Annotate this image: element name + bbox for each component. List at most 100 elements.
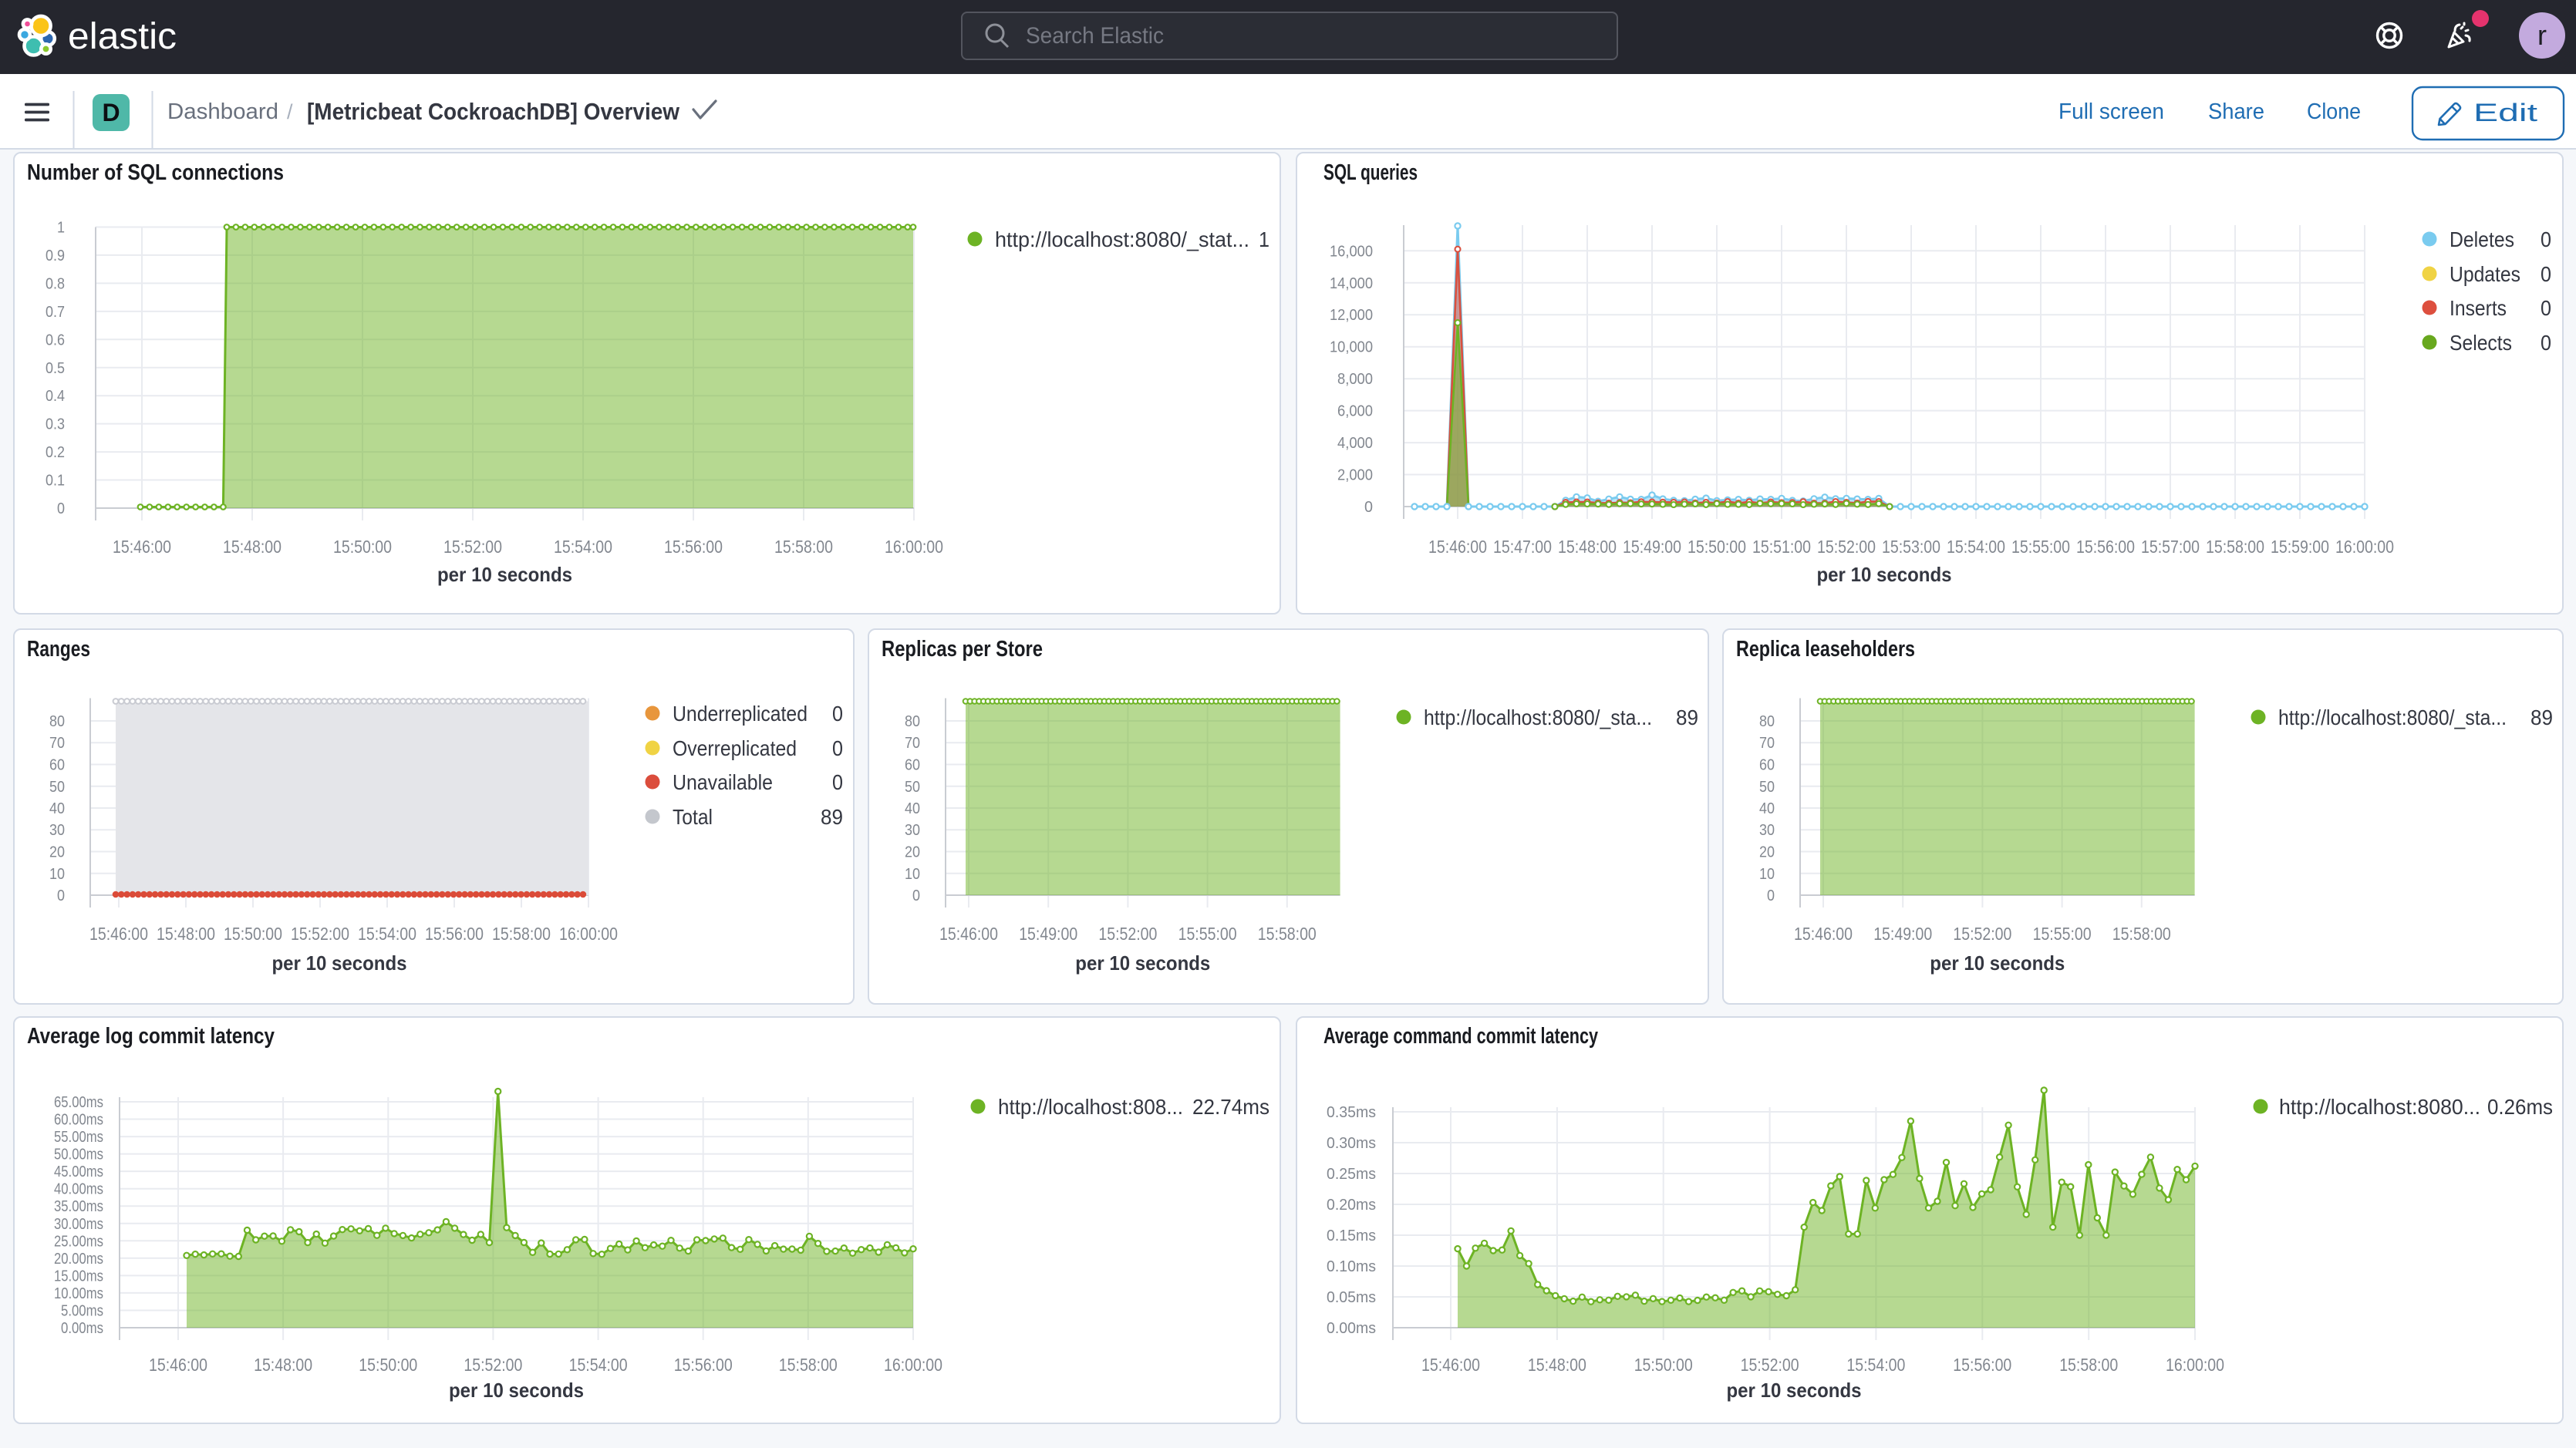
svg-text:0.20ms: 0.20ms	[1327, 1197, 1376, 1214]
svg-text:20: 20	[49, 844, 65, 861]
svg-text:15:49:00: 15:49:00	[1873, 924, 1932, 944]
svg-text:15:56:00: 15:56:00	[2076, 537, 2135, 557]
svg-text:Underreplicated: Underreplicated	[673, 702, 808, 726]
svg-text:60.00ms: 60.00ms	[54, 1112, 103, 1129]
svg-text:Search Elastic: Search Elastic	[1026, 23, 1164, 49]
svg-text:15:52:00: 15:52:00	[464, 1355, 522, 1375]
svg-text:0: 0	[2541, 296, 2551, 320]
svg-text:30: 30	[1759, 822, 1775, 839]
svg-text:15:58:00: 15:58:00	[779, 1355, 838, 1375]
svg-text:Clone: Clone	[2307, 99, 2361, 124]
svg-text:15:52:00: 15:52:00	[291, 924, 349, 944]
svg-text:per 10 seconds: per 10 seconds	[449, 1379, 584, 1402]
svg-text:15:52:00: 15:52:00	[1098, 924, 1157, 944]
svg-text:15:56:00: 15:56:00	[1953, 1355, 2011, 1375]
svg-text:Ranges: Ranges	[27, 637, 90, 662]
svg-text:40.00ms: 40.00ms	[54, 1181, 103, 1198]
svg-text:Share: Share	[2208, 99, 2264, 124]
svg-text:0.35ms: 0.35ms	[1327, 1104, 1376, 1121]
svg-text:0: 0	[832, 702, 843, 726]
svg-text:0: 0	[912, 887, 920, 904]
svg-text:Inserts: Inserts	[2450, 296, 2507, 320]
svg-text:30.00ms: 30.00ms	[54, 1216, 103, 1233]
svg-text:15:48:00: 15:48:00	[1528, 1355, 1586, 1375]
svg-text:8,000: 8,000	[1337, 371, 1373, 388]
svg-text:15:53:00: 15:53:00	[1882, 537, 1940, 557]
svg-text:10,000: 10,000	[1330, 339, 1373, 356]
svg-text:6,000: 6,000	[1337, 403, 1373, 420]
svg-text:per 10 seconds: per 10 seconds	[437, 563, 572, 586]
svg-text:15:48:00: 15:48:00	[1558, 537, 1617, 557]
svg-text:per 10 seconds: per 10 seconds	[272, 951, 407, 975]
svg-text:35.00ms: 35.00ms	[54, 1198, 103, 1215]
svg-text:80: 80	[1759, 713, 1775, 730]
svg-text:50: 50	[1759, 779, 1775, 796]
svg-text:0: 0	[2541, 262, 2551, 286]
svg-text:http://localhost:8080/_stat...: http://localhost:8080/_stat...	[995, 227, 1249, 251]
svg-text:/: /	[287, 100, 293, 123]
svg-text:40: 40	[905, 800, 920, 817]
svg-text:15:47:00: 15:47:00	[1493, 537, 1552, 557]
svg-text:40: 40	[49, 800, 65, 817]
svg-text:0.4: 0.4	[46, 388, 65, 405]
svg-text:70: 70	[905, 735, 920, 752]
svg-text:70: 70	[49, 735, 65, 752]
svg-text:15:46:00: 15:46:00	[149, 1355, 207, 1375]
svg-text:Selects: Selects	[2450, 331, 2512, 355]
svg-text:15:46:00: 15:46:00	[1794, 924, 1853, 944]
svg-text:15:54:00: 15:54:00	[554, 537, 612, 557]
svg-text:15:49:00: 15:49:00	[1623, 537, 1681, 557]
svg-text:16,000: 16,000	[1330, 243, 1373, 260]
svg-text:15:54:00: 15:54:00	[569, 1355, 628, 1375]
svg-text:15:57:00: 15:57:00	[2141, 537, 2200, 557]
svg-text:0.10ms: 0.10ms	[1327, 1258, 1376, 1275]
svg-text:20: 20	[905, 844, 920, 861]
svg-text:15:58:00: 15:58:00	[2206, 537, 2264, 557]
svg-text:Full screen: Full screen	[2058, 99, 2164, 124]
svg-text:15:50:00: 15:50:00	[333, 537, 392, 557]
svg-text:http://localhost:8080/_sta...: http://localhost:8080/_sta...	[2278, 705, 2507, 729]
svg-text:Average log commit latency: Average log commit latency	[27, 1024, 275, 1049]
svg-text:10: 10	[49, 866, 65, 883]
svg-text:0: 0	[832, 770, 843, 794]
svg-text:15:54:00: 15:54:00	[358, 924, 416, 944]
svg-text:[Metricbeat CockroachDB] Overv: [Metricbeat CockroachDB] Overview	[307, 98, 680, 125]
svg-text:Unavailable: Unavailable	[673, 770, 773, 794]
svg-text:15:46:00: 15:46:00	[89, 924, 148, 944]
svg-text:15:58:00: 15:58:00	[492, 924, 551, 944]
svg-text:0.25ms: 0.25ms	[1327, 1166, 1376, 1183]
svg-text:2,000: 2,000	[1337, 467, 1373, 484]
svg-text:0.00ms: 0.00ms	[1327, 1320, 1376, 1337]
svg-text:0.26ms: 0.26ms	[2487, 1095, 2553, 1119]
svg-text:15:58:00: 15:58:00	[1258, 924, 1317, 944]
svg-text:10: 10	[1759, 866, 1775, 883]
svg-text:0: 0	[2541, 331, 2551, 355]
svg-text:25.00ms: 25.00ms	[54, 1233, 103, 1250]
svg-text:15:58:00: 15:58:00	[774, 537, 833, 557]
svg-text:Average command commit latency: Average command commit latency	[1323, 1024, 1598, 1049]
svg-text:15:50:00: 15:50:00	[224, 924, 282, 944]
svg-text:15:55:00: 15:55:00	[2033, 924, 2092, 944]
svg-text:Number of SQL connections: Number of SQL connections	[27, 160, 284, 185]
svg-text:50: 50	[905, 779, 920, 796]
svg-text:50: 50	[49, 779, 65, 796]
svg-text:15:50:00: 15:50:00	[1634, 1355, 1693, 1375]
svg-text:50.00ms: 50.00ms	[54, 1147, 103, 1163]
svg-text:0.1: 0.1	[46, 473, 65, 490]
svg-text:0: 0	[832, 736, 843, 760]
svg-text:http://localhost:8080/_sta...: http://localhost:8080/_sta...	[1424, 705, 1652, 729]
svg-text:80: 80	[49, 713, 65, 730]
svg-text:0.2: 0.2	[46, 444, 65, 461]
svg-text:15:50:00: 15:50:00	[1688, 537, 1746, 557]
svg-text:0.15ms: 0.15ms	[1327, 1227, 1376, 1244]
svg-text:16:00:00: 16:00:00	[884, 1355, 942, 1375]
svg-text:0.7: 0.7	[46, 304, 65, 321]
svg-text:Overreplicated: Overreplicated	[673, 736, 797, 760]
svg-text:D: D	[102, 99, 120, 126]
svg-text:16:00:00: 16:00:00	[885, 537, 943, 557]
svg-text:0: 0	[2541, 227, 2551, 251]
svg-text:4,000: 4,000	[1337, 435, 1373, 452]
svg-text:16:00:00: 16:00:00	[2335, 537, 2394, 557]
svg-text:0.5: 0.5	[46, 360, 65, 377]
svg-text:15:46:00: 15:46:00	[1428, 537, 1487, 557]
